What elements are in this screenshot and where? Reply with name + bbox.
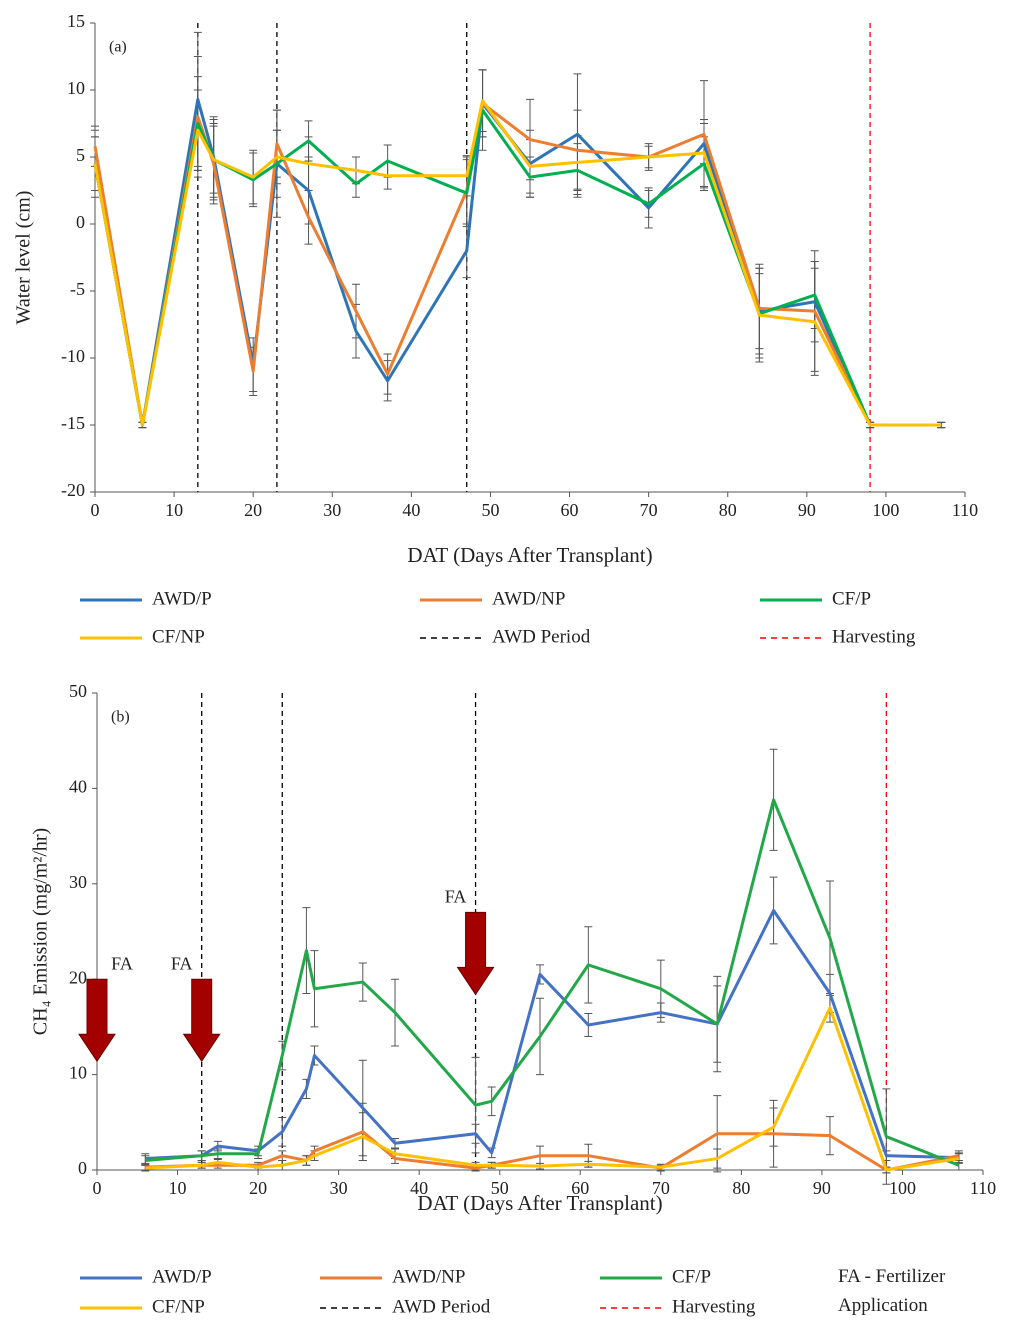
y-tick-label: 20 (69, 967, 87, 987)
x-tick-label: 20 (244, 500, 262, 520)
x-tick-label: 100 (889, 1178, 916, 1198)
y-tick-label: -5 (70, 279, 85, 299)
y-tick-label: 5 (76, 145, 85, 165)
x-tick-label: 50 (491, 1178, 509, 1198)
series-line (93, 99, 942, 427)
legend-label: AWD Period (392, 1296, 491, 1317)
legend-label: AWD/P (152, 588, 212, 609)
x-axis-title: DAT (Days After Transplant) (407, 543, 652, 567)
x-tick-label: 80 (732, 1178, 750, 1198)
legend-note: FA - Fertilizer Application (838, 1266, 946, 1316)
x-tick-label: 10 (169, 1178, 187, 1198)
series-line (145, 798, 960, 1167)
x-tick-label: 70 (652, 1178, 670, 1198)
y-tick-label: 10 (67, 78, 85, 98)
x-axis-title: DAT (Days After Transplant) (417, 1191, 662, 1215)
annotation-label: FA (111, 953, 133, 973)
y-tick-label: -20 (61, 480, 85, 500)
x-tick-label: 40 (410, 1178, 428, 1198)
legend-label: Harvesting (832, 626, 916, 647)
y-tick-label: 0 (78, 1158, 87, 1178)
x-tick-label: 50 (481, 500, 499, 520)
y-tick-label: 30 (69, 872, 87, 892)
x-tick-label: 30 (330, 1178, 348, 1198)
x-tick-label: 90 (798, 500, 816, 520)
error-bar (937, 421, 946, 429)
legend-label: AWD/NP (492, 588, 565, 609)
legend-label: Harvesting (672, 1296, 756, 1317)
annotation-label: FA (445, 887, 467, 907)
x-tick-label: 110 (952, 500, 978, 520)
y-axis-title: CH₄ Emission (mg/m²/hr) (30, 828, 52, 1035)
x-tick-label: 0 (91, 500, 100, 520)
legend-label: AWD/P (152, 1266, 212, 1287)
legend-label: AWD Period (492, 626, 591, 647)
x-tick-label: 100 (872, 500, 899, 520)
y-tick-label: 10 (69, 1063, 87, 1083)
panel-label: (a) (109, 39, 127, 56)
x-tick-label: 60 (561, 500, 579, 520)
annotation-arrow (78, 978, 116, 1063)
x-tick-label: 70 (640, 500, 658, 520)
annotation-label: FA (171, 953, 193, 973)
x-tick-label: 80 (719, 500, 737, 520)
annotation-arrow (456, 911, 495, 996)
x-tick-label: 0 (93, 1178, 102, 1198)
y-tick-label: 0 (76, 212, 85, 232)
legend-label: CF/NP (152, 626, 205, 647)
legend-label: AWD/NP (392, 1266, 465, 1287)
series-line (145, 1006, 960, 1172)
y-tick-label: 15 (67, 11, 85, 31)
y-axis-title: Water level (cm) (13, 191, 35, 325)
y-tick-label: -10 (61, 346, 85, 366)
legend-label: CF/P (672, 1266, 711, 1287)
series-line (145, 1130, 960, 1172)
x-tick-label: 10 (165, 500, 183, 520)
legend-label: CF/P (832, 588, 871, 609)
y-tick-label: 40 (69, 777, 87, 797)
x-tick-label: 40 (402, 500, 420, 520)
y-tick-label: 50 (69, 681, 87, 701)
x-tick-label: 90 (813, 1178, 831, 1198)
x-tick-label: 30 (323, 500, 341, 520)
annotation-arrow (182, 978, 221, 1063)
panel-label: (b) (111, 709, 130, 726)
legend-label: CF/NP (152, 1296, 205, 1317)
x-tick-label: 110 (970, 1178, 996, 1198)
y-tick-label: -15 (61, 413, 85, 433)
x-tick-label: 20 (249, 1178, 267, 1198)
x-tick-label: 60 (571, 1178, 589, 1198)
